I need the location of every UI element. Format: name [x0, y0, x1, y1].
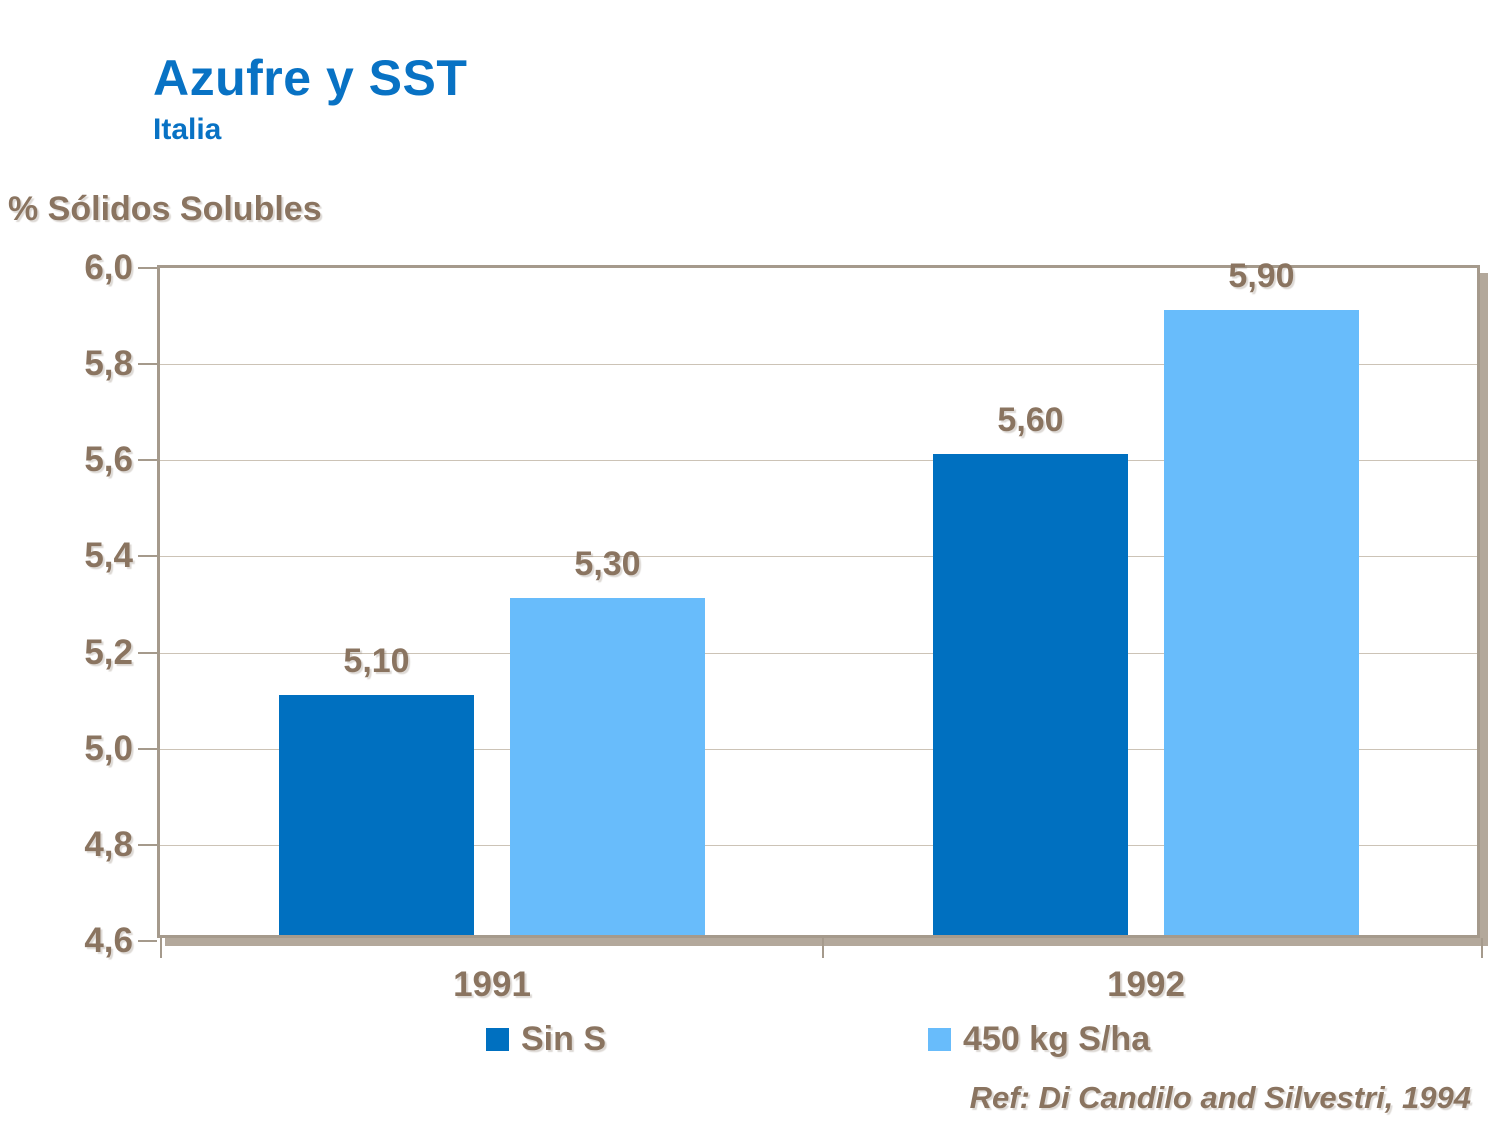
y-axis-tick [138, 555, 157, 557]
plot-area: 6,0 5,8 5,6 5,4 5,2 5,0 4,8 4,6 5,10 5,30 5,60 5,9… [84, 250, 1483, 1115]
gridline [160, 556, 1477, 557]
gridline [160, 653, 1477, 654]
y-axis-tick [138, 363, 157, 365]
bar-1992-450-kg-s-ha [1164, 310, 1359, 935]
x-axis-tick [160, 938, 162, 958]
bar-1991-450-kg-s-ha [510, 598, 705, 935]
y-axis-tick [138, 459, 157, 461]
y-tick-label: 6,0 [84, 248, 133, 287]
bar-value-label: 5,90 [1228, 257, 1295, 295]
bar-1991-sin-s [279, 695, 474, 935]
gridline [160, 845, 1477, 846]
y-tick-label: 5,6 [84, 440, 133, 479]
y-tick-label: 5,4 [84, 536, 133, 575]
x-axis-tick [1481, 938, 1483, 958]
legend-item-450kg: 450 kg S/ha [928, 1020, 1150, 1059]
bar-value-label: 5,10 [343, 642, 410, 680]
chart-subtitle: Italia [153, 112, 222, 146]
y-axis-tick [138, 652, 157, 654]
y-tick-label: 5,2 [84, 633, 133, 672]
y-tick-label: 5,0 [84, 729, 133, 768]
y-axis-title: % Sólidos Solubles [8, 190, 322, 228]
bar-value-label: 5,30 [574, 545, 641, 583]
y-tick-label: 4,6 [84, 921, 133, 960]
gridline [160, 749, 1477, 750]
y-tick-label: 4,8 [84, 825, 133, 864]
x-axis-tick [822, 938, 824, 958]
gridline [160, 460, 1477, 461]
reference-citation: Ref: Di Candilo and Silvestri, 1994 [969, 1080, 1471, 1115]
category-label-1992: 1992 [1107, 965, 1185, 1004]
y-axis-tick [138, 844, 157, 846]
category-label-1991: 1991 [453, 965, 531, 1004]
legend-swatch-450kg [928, 1028, 951, 1051]
legend-label-450kg: 450 kg S/ha [963, 1020, 1151, 1058]
chart-title: Azufre y SST [153, 50, 468, 106]
legend-item-sin-s: Sin S [486, 1020, 606, 1059]
bar-value-label: 5,60 [997, 401, 1064, 439]
legend-label-sin-s: Sin S [521, 1020, 607, 1058]
title-block: Azufre y SST Italia [153, 52, 467, 147]
gridline [160, 364, 1477, 365]
y-axis-tick [138, 940, 157, 942]
y-tick-label: 5,8 [84, 344, 133, 383]
bar-1992-sin-s [933, 454, 1128, 935]
legend-swatch-sin-s [486, 1028, 509, 1051]
y-axis-tick [138, 748, 157, 750]
y-axis-tick [138, 267, 157, 269]
